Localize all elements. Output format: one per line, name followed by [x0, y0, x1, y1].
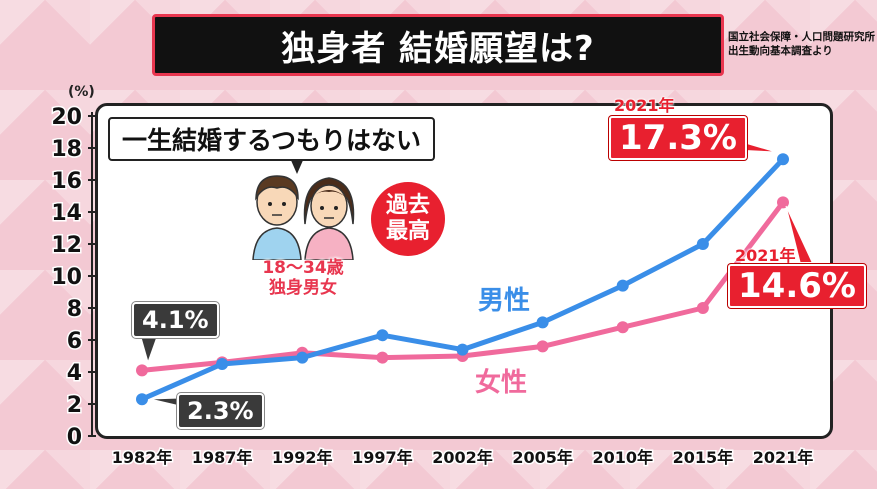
x-tick-label: 2002年	[432, 448, 493, 467]
series-label-male: 男性	[478, 286, 531, 316]
male-data-point	[616, 279, 629, 292]
x-tick-label: 2010年	[592, 448, 653, 467]
callout-box: 一生結婚するつもりはない	[108, 117, 436, 161]
age-range: 18〜34歳	[262, 258, 344, 278]
source-note: 国立社会保障・人口問題研究所 出生動向基本調査より	[728, 30, 876, 58]
female-2021-year: 2021年	[735, 246, 796, 265]
x-tick-label: 1987年	[192, 448, 253, 467]
y-tick-label: 12	[51, 233, 82, 258]
female-2021-pointer	[785, 205, 813, 263]
y-tick-label: 8	[67, 297, 82, 322]
man-icon	[252, 175, 302, 260]
woman-icon	[303, 177, 355, 260]
group-name: 独身男女	[269, 278, 337, 298]
x-tick-label: 2005年	[512, 448, 573, 467]
female-1982-pointer	[139, 333, 159, 364]
male-data-point	[456, 343, 469, 356]
source-line: 国立社会保障・人口問題研究所	[728, 31, 875, 43]
y-tick-label: 20	[51, 105, 82, 130]
record-high-line: 過去	[385, 193, 430, 218]
male-data-point	[536, 316, 549, 329]
male-data-point	[696, 238, 709, 250]
male-data-point	[136, 393, 148, 406]
x-tick-label: 2021年	[753, 448, 814, 467]
male-series-line	[140, 157, 785, 402]
y-tick-label: 10	[51, 265, 82, 290]
y-unit-label: (%)	[68, 84, 95, 100]
male-2021-value: 17.3%	[609, 116, 747, 160]
female-1982-value: 4.1%	[132, 302, 219, 338]
female-data-point	[777, 196, 789, 209]
male-data-point	[777, 153, 789, 166]
y-tick-label: 4	[67, 361, 82, 386]
y-tick-label: 0	[67, 425, 82, 450]
y-tick-label: 2	[67, 393, 82, 418]
x-tick-label: 1997年	[352, 448, 413, 467]
female-data-point	[536, 340, 549, 353]
y-tick-label: 14	[51, 201, 82, 226]
record-high-badge: 過去 最高	[371, 182, 445, 256]
female-data-point	[136, 364, 148, 377]
male-1982-pointer	[149, 397, 181, 407]
source-line: 出生動向基本調査より	[728, 45, 833, 57]
x-tick-label: 1992年	[272, 448, 333, 467]
record-high-line: 最高	[385, 219, 430, 244]
singles-illustration	[252, 175, 355, 260]
female-data-point	[696, 302, 709, 314]
page-title: 独身者 結婚願望は?	[152, 14, 724, 76]
age-group-label: 18〜34歳 独身男女	[243, 258, 363, 298]
male-data-point	[296, 351, 309, 364]
male-1982-value: 2.3%	[177, 393, 264, 429]
y-tick-label: 18	[51, 137, 82, 162]
female-data-point	[616, 321, 629, 334]
callout-pointer	[290, 158, 304, 174]
series-label-female: 女性	[475, 368, 528, 398]
female-2021-value: 14.6%	[728, 264, 866, 308]
male-data-point	[376, 329, 389, 342]
male-2021-year: 2021年	[614, 96, 675, 115]
female-data-point	[376, 351, 389, 364]
y-tick-label: 16	[51, 169, 82, 194]
y-tick-label: 6	[67, 329, 82, 354]
x-tick-label: 1982年	[112, 448, 173, 467]
male-data-point	[216, 358, 229, 370]
x-tick-label: 2015年	[673, 448, 734, 467]
